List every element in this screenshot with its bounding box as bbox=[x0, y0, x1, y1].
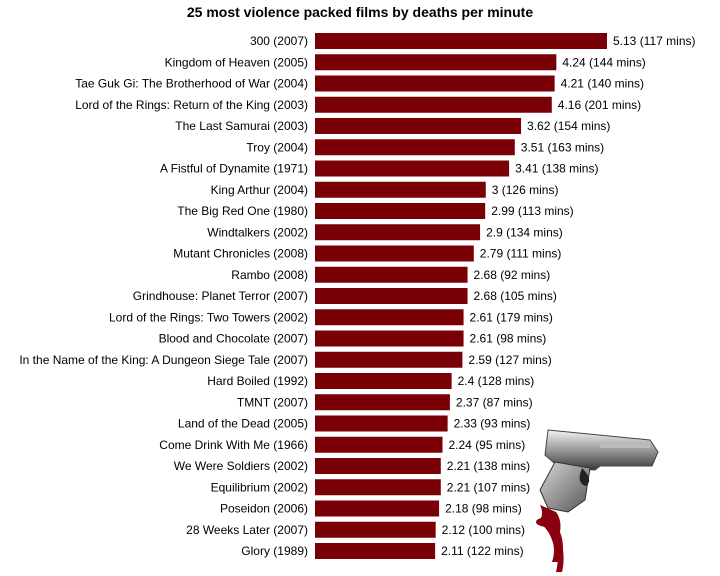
bar bbox=[315, 351, 463, 368]
bar bbox=[315, 436, 443, 453]
bar bbox=[315, 54, 557, 71]
bar bbox=[315, 33, 607, 49]
category-label: 28 Weeks Later (2007) bbox=[186, 523, 308, 537]
pistol-icon bbox=[536, 429, 659, 572]
category-label: Mutant Chronicles (2008) bbox=[173, 247, 308, 261]
bar bbox=[315, 266, 468, 283]
bar bbox=[315, 458, 441, 474]
bar bbox=[315, 75, 555, 92]
category-label: Glory (1989) bbox=[241, 544, 308, 558]
data-label: 2.68 (105 mins) bbox=[474, 289, 557, 303]
bar bbox=[315, 245, 474, 262]
category-label: In the Name of the King: A Dungeon Siege… bbox=[19, 353, 308, 367]
data-label: 2.61 (98 mins) bbox=[470, 332, 547, 346]
category-label: Hard Boiled (1992) bbox=[207, 374, 308, 388]
category-label: Poseidon (2006) bbox=[220, 502, 308, 516]
bar bbox=[315, 394, 450, 411]
data-label: 2.37 (87 mins) bbox=[456, 395, 533, 409]
data-label: 3.51 (163 mins) bbox=[521, 140, 604, 154]
category-label: Blood and Chocolate (2007) bbox=[159, 332, 308, 346]
data-label: 2.9 (134 mins) bbox=[486, 225, 563, 239]
data-label: 3 (126 mins) bbox=[492, 183, 559, 197]
category-label: Troy (2004) bbox=[246, 140, 308, 154]
category-label: Equilibrium (2002) bbox=[211, 480, 308, 494]
data-label: 2.33 (93 mins) bbox=[454, 417, 531, 431]
category-label: Windtalkers (2002) bbox=[207, 225, 308, 239]
category-label: A Fistful of Dynamite (1971) bbox=[160, 162, 308, 176]
category-label: Lord of the Rings: Two Towers (2002) bbox=[109, 310, 308, 324]
data-label: 2.99 (113 mins) bbox=[491, 204, 573, 218]
bar bbox=[315, 500, 440, 517]
data-label: 2.11 (122 mins) bbox=[441, 544, 523, 558]
category-label: The Big Red One (1980) bbox=[177, 204, 308, 218]
category-label: 300 (2007) bbox=[250, 34, 308, 48]
data-label: 2.68 (92 mins) bbox=[474, 268, 551, 282]
data-label: 4.21 (140 mins) bbox=[561, 77, 644, 91]
data-label: 3.62 (154 mins) bbox=[527, 119, 610, 133]
bar bbox=[315, 96, 552, 113]
data-label: 2.4 (128 mins) bbox=[458, 374, 535, 388]
bar bbox=[315, 288, 468, 304]
data-label: 2.59 (127 mins) bbox=[468, 353, 551, 367]
data-label: 5.13 (117 mins) bbox=[613, 34, 695, 48]
data-label: 3.41 (138 mins) bbox=[515, 162, 598, 176]
category-label: Grindhouse: Planet Terror (2007) bbox=[133, 289, 308, 303]
data-label: 2.79 (111 mins) bbox=[480, 247, 562, 261]
category-label: Tae Guk Gi: The Brotherhood of War (2004… bbox=[75, 77, 308, 91]
bar bbox=[315, 521, 436, 538]
category-label: TMNT (2007) bbox=[237, 395, 308, 409]
data-label: 4.24 (144 mins) bbox=[562, 55, 645, 69]
data-label: 2.24 (95 mins) bbox=[449, 438, 526, 452]
category-label: Lord of the Rings: Return of the King (2… bbox=[75, 98, 308, 112]
category-label: Land of the Dead (2005) bbox=[178, 417, 308, 431]
category-label: Come Drink With Me (1966) bbox=[159, 438, 308, 452]
bar bbox=[315, 139, 515, 156]
bar bbox=[315, 118, 522, 134]
bar bbox=[315, 309, 464, 326]
bar bbox=[315, 203, 486, 219]
data-label: 2.21 (107 mins) bbox=[447, 480, 530, 494]
data-label: 2.61 (179 mins) bbox=[470, 310, 553, 324]
bar bbox=[315, 160, 510, 177]
bar bbox=[315, 373, 452, 389]
bars-layer: 300 (2007) 5.13 (117 mins) Kingdom of Heav… bbox=[19, 33, 695, 559]
chart-title: 25 most violence packed films by deaths … bbox=[186, 4, 534, 20]
category-label: The Last Samurai (2003) bbox=[175, 119, 308, 133]
bar bbox=[315, 330, 464, 347]
data-label: 4.16 (201 mins) bbox=[558, 98, 641, 112]
data-label: 2.18 (98 mins) bbox=[445, 502, 522, 516]
category-label: We Were Soldiers (2002) bbox=[174, 459, 308, 473]
bar bbox=[315, 181, 486, 198]
bar bbox=[315, 543, 436, 559]
category-label: Rambo (2008) bbox=[231, 268, 308, 282]
bar bbox=[315, 415, 448, 432]
data-label: 2.12 (100 mins) bbox=[442, 523, 525, 537]
category-label: Kingdom of Heaven (2005) bbox=[165, 55, 308, 69]
data-label: 2.21 (138 mins) bbox=[447, 459, 530, 473]
category-label: King Arthur (2004) bbox=[211, 183, 308, 197]
bar bbox=[315, 224, 481, 241]
bar bbox=[315, 479, 441, 496]
